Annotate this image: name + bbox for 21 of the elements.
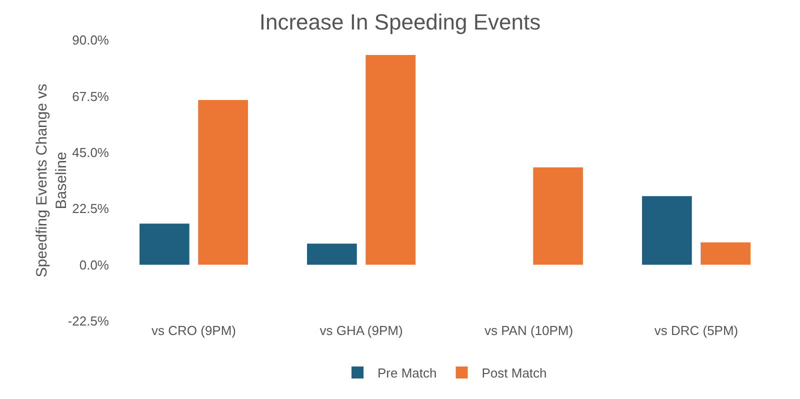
bar [366,54,416,265]
y-tick-label: 45.0% [72,144,110,160]
y-tick-label: -22.5% [68,314,110,329]
x-tick-label: vs CRO (9PM) [152,323,236,338]
legend-label: Pre Match [378,366,437,381]
bar [642,196,692,265]
chart-title: Increase In Speeding Events [259,9,541,34]
legend-label: Post Match [482,366,547,381]
bar [533,167,583,265]
y-tick-label: 90.0% [72,32,110,48]
x-tick-label: vs DRC (5PM) [654,323,738,338]
x-tick-label: vs GHA (9PM) [320,323,403,338]
bar [140,224,190,265]
x-tick-label: vs PAN (10PM) [484,323,574,338]
bar [198,100,248,265]
y-tick-label: 0.0% [79,257,110,272]
y-axis-title: Speedfing Events Change vs Baseline [34,84,70,278]
y-tick-label: 67.5% [72,88,110,104]
bar [307,244,357,265]
y-tick-label: 22.5% [72,201,110,216]
bar [700,242,750,265]
